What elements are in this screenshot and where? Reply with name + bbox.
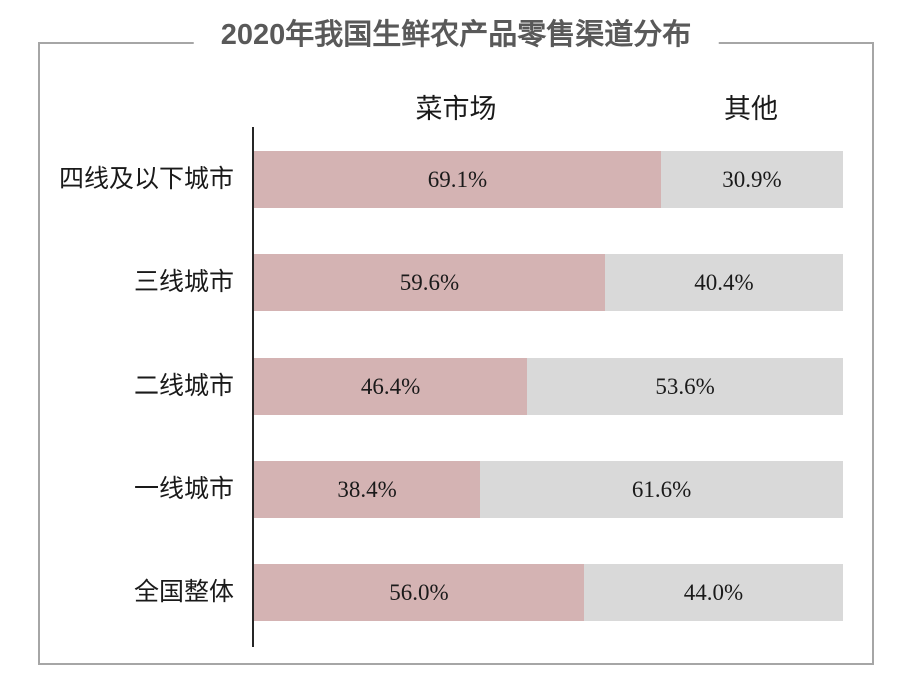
value-label-qita: 44.0% (683, 579, 744, 605)
bar-segment-qita: 44.0% (583, 564, 843, 621)
category-label: 四线及以下城市 (58, 166, 234, 193)
value-label-qita: 40.4% (694, 269, 754, 295)
value-label-caishichang: 59.6% (399, 269, 460, 295)
bar-segment-caishichang: 38.4% (254, 461, 481, 518)
bar-segment-qita: 53.6% (527, 358, 843, 415)
bar-row: 38.4% 61.6% (254, 461, 843, 518)
bar-segment-qita: 30.9% (660, 151, 843, 208)
legend-label-caishichang: 菜市场 (415, 94, 497, 124)
value-label-qita: 53.6% (655, 373, 715, 399)
y-axis-line (252, 127, 254, 647)
category-label: 三线城市 (133, 269, 234, 296)
legend-label-qita: 其他 (724, 94, 778, 124)
bar-row: 46.4% 53.6% (254, 358, 843, 415)
bar-segment-caishichang: 56.0% (254, 564, 584, 621)
value-label-caishichang: 46.4% (360, 373, 421, 399)
value-label-qita: 30.9% (722, 166, 782, 192)
bar-segment-qita: 40.4% (605, 254, 843, 311)
bar-segment-caishichang: 69.1% (254, 151, 661, 208)
value-label-caishichang: 69.1% (427, 166, 488, 192)
category-label: 全国整体 (133, 579, 234, 606)
bar-segment-qita: 61.6% (480, 461, 843, 518)
category-label: 二线城市 (133, 373, 234, 400)
bar-row: 69.1% 30.9% (254, 151, 843, 208)
value-label-caishichang: 38.4% (337, 476, 397, 502)
value-label-qita: 61.6% (631, 476, 692, 502)
bar-row: 59.6% 40.4% (254, 254, 843, 311)
chart-title: 2020年我国生鲜农产品零售渠道分布 (193, 16, 719, 54)
category-label: 一线城市 (133, 476, 234, 503)
bar-row: 56.0% 44.0% (254, 564, 843, 621)
bar-segment-caishichang: 46.4% (254, 358, 528, 415)
bar-segment-caishichang: 59.6% (254, 254, 606, 311)
value-label-caishichang: 56.0% (389, 579, 449, 605)
